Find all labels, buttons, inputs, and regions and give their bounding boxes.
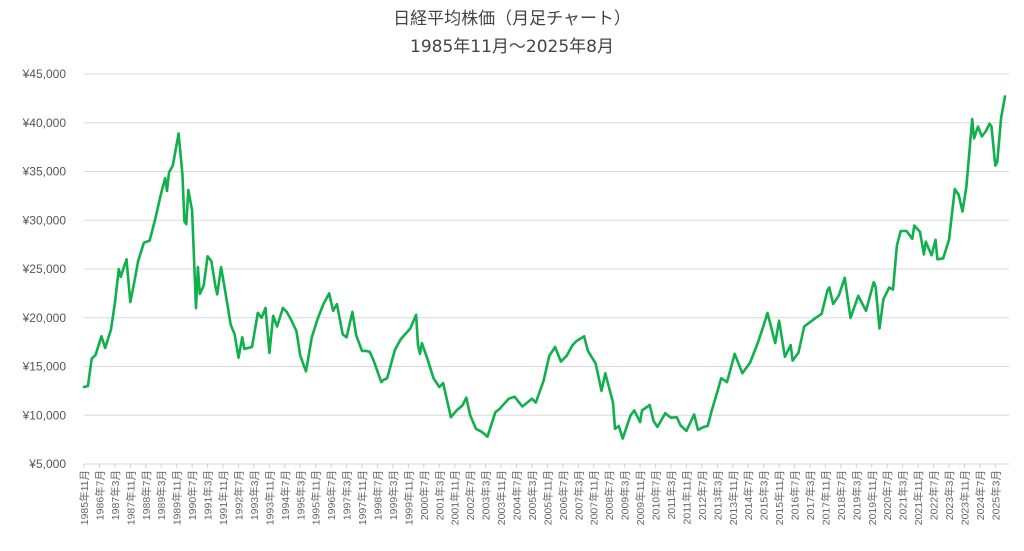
y-tick-label: ¥35,000 [22,165,67,179]
x-tick-label: 2000年7月 [418,470,431,520]
x-tick-label: 2022年7月 [928,470,941,520]
gridlines [84,73,1009,465]
x-tick-label: 2016年7月 [789,470,802,520]
x-tick-label: 1993年11月 [263,470,276,525]
x-tick-label: 2007年3月 [572,470,585,520]
x-tick-label: 2019年11月 [866,470,879,525]
x-tick-label: 2008年7月 [603,470,616,520]
x-tick-label: 2007年11月 [588,470,601,525]
x-tick-label: 1999年3月 [387,470,400,520]
x-tick-label: 1987年3月 [109,470,122,520]
x-tick-label: 2011年11月 [680,470,693,524]
x-tick-label: 2019年3月 [850,470,863,520]
x-tick-label: 2025年3月 [989,470,1002,520]
x-tick-label: 2010年7月 [650,470,663,520]
x-tick-label: 1992年7月 [232,470,245,520]
x-tick-label: 1986年7月 [93,470,106,520]
x-tick-label: 2011年3月 [665,470,678,519]
x-tick-label: 2021年3月 [897,470,910,520]
x-axis-ticks: 1985年11月 1986年7月 1987年3月 1987年11月 1988年7月 198… [78,464,1002,525]
x-tick-label: 2005年3月 [526,470,539,520]
x-tick-label: 1989年11月 [171,470,184,525]
x-tick-label: 2009年3月 [619,470,632,520]
x-tick-label: 2003年3月 [480,470,493,520]
x-tick-label: 1999年11月 [402,470,415,525]
chart-subtitle: 1985年11月～2025年8月 [410,37,614,57]
x-tick-label: 2003年11月 [495,470,508,525]
x-tick-label: 1997年3月 [341,470,354,520]
x-tick-label: 1993年3月 [248,470,261,520]
x-tick-label: 1991年3月 [202,470,215,520]
x-tick-label: 1995年3月 [294,470,307,520]
series-layer [82,95,1007,440]
x-tick-label: 2004年7月 [511,470,524,520]
x-tick-label: 2015年11月 [773,470,786,525]
y-tick-label: ¥40,000 [22,116,67,130]
x-tick-label: 2021年11月 [912,470,925,525]
x-tick-label: 1998年7月 [371,470,384,520]
x-tick-label: 2023年3月 [943,470,956,520]
y-tick-label: ¥10,000 [22,408,67,422]
x-tick-label: 1989年3月 [155,470,168,520]
x-tick-label: 1987年11月 [124,470,137,525]
x-tick-label: 2023年11月 [958,470,971,525]
x-tick-label: 2024年7月 [974,470,987,520]
x-tick-label: 2009年11月 [634,470,647,525]
x-tick-label: 2006年7月 [557,470,570,520]
y-tick-label: ¥5,000 [28,457,66,471]
x-tick-label: 1990年7月 [186,470,199,520]
y-tick-label: ¥30,000 [22,213,67,227]
x-tick-label: 1988年7月 [140,470,153,520]
x-tick-label: 2014年7月 [742,470,755,520]
x-tick-label: 2017年3月 [804,470,817,520]
series-line [82,95,1007,440]
x-tick-label: 1995年11月 [310,470,323,525]
x-tick-label: 1991年11月 [217,470,230,525]
y-tick-label: ¥45,000 [22,67,67,81]
y-tick-label: ¥20,000 [22,311,67,325]
x-tick-label: 2018年7月 [835,470,848,520]
y-tick-label: ¥15,000 [22,360,67,374]
x-tick-label: 2013年11月 [727,470,740,525]
x-tick-label: 2015年3月 [758,470,771,520]
x-tick-label: 2017年11月 [819,470,832,525]
x-tick-label: 2001年11月 [449,470,462,525]
x-tick-label: 2005年11月 [541,470,554,525]
x-tick-label: 1996年7月 [325,470,338,520]
x-tick-label: 1994年7月 [279,470,292,520]
y-axis-ticks: ¥5,000 ¥10,000 ¥15,000 ¥20,000 ¥25,000 ¥30,00… [22,67,67,471]
x-tick-label: 1997年11月 [356,470,369,525]
chart-title: 日経平均株価（月足チャート） [393,9,631,29]
x-tick-label: 2001年3月 [433,470,446,520]
x-tick-label: 1985年11月 [78,470,91,525]
x-tick-label: 2002年7月 [464,470,477,520]
x-tick-label: 2012年7月 [696,470,709,520]
x-tick-label: 2020年7月 [881,470,894,520]
x-tick-label: 2013年3月 [711,470,724,520]
y-tick-label: ¥25,000 [22,262,67,276]
